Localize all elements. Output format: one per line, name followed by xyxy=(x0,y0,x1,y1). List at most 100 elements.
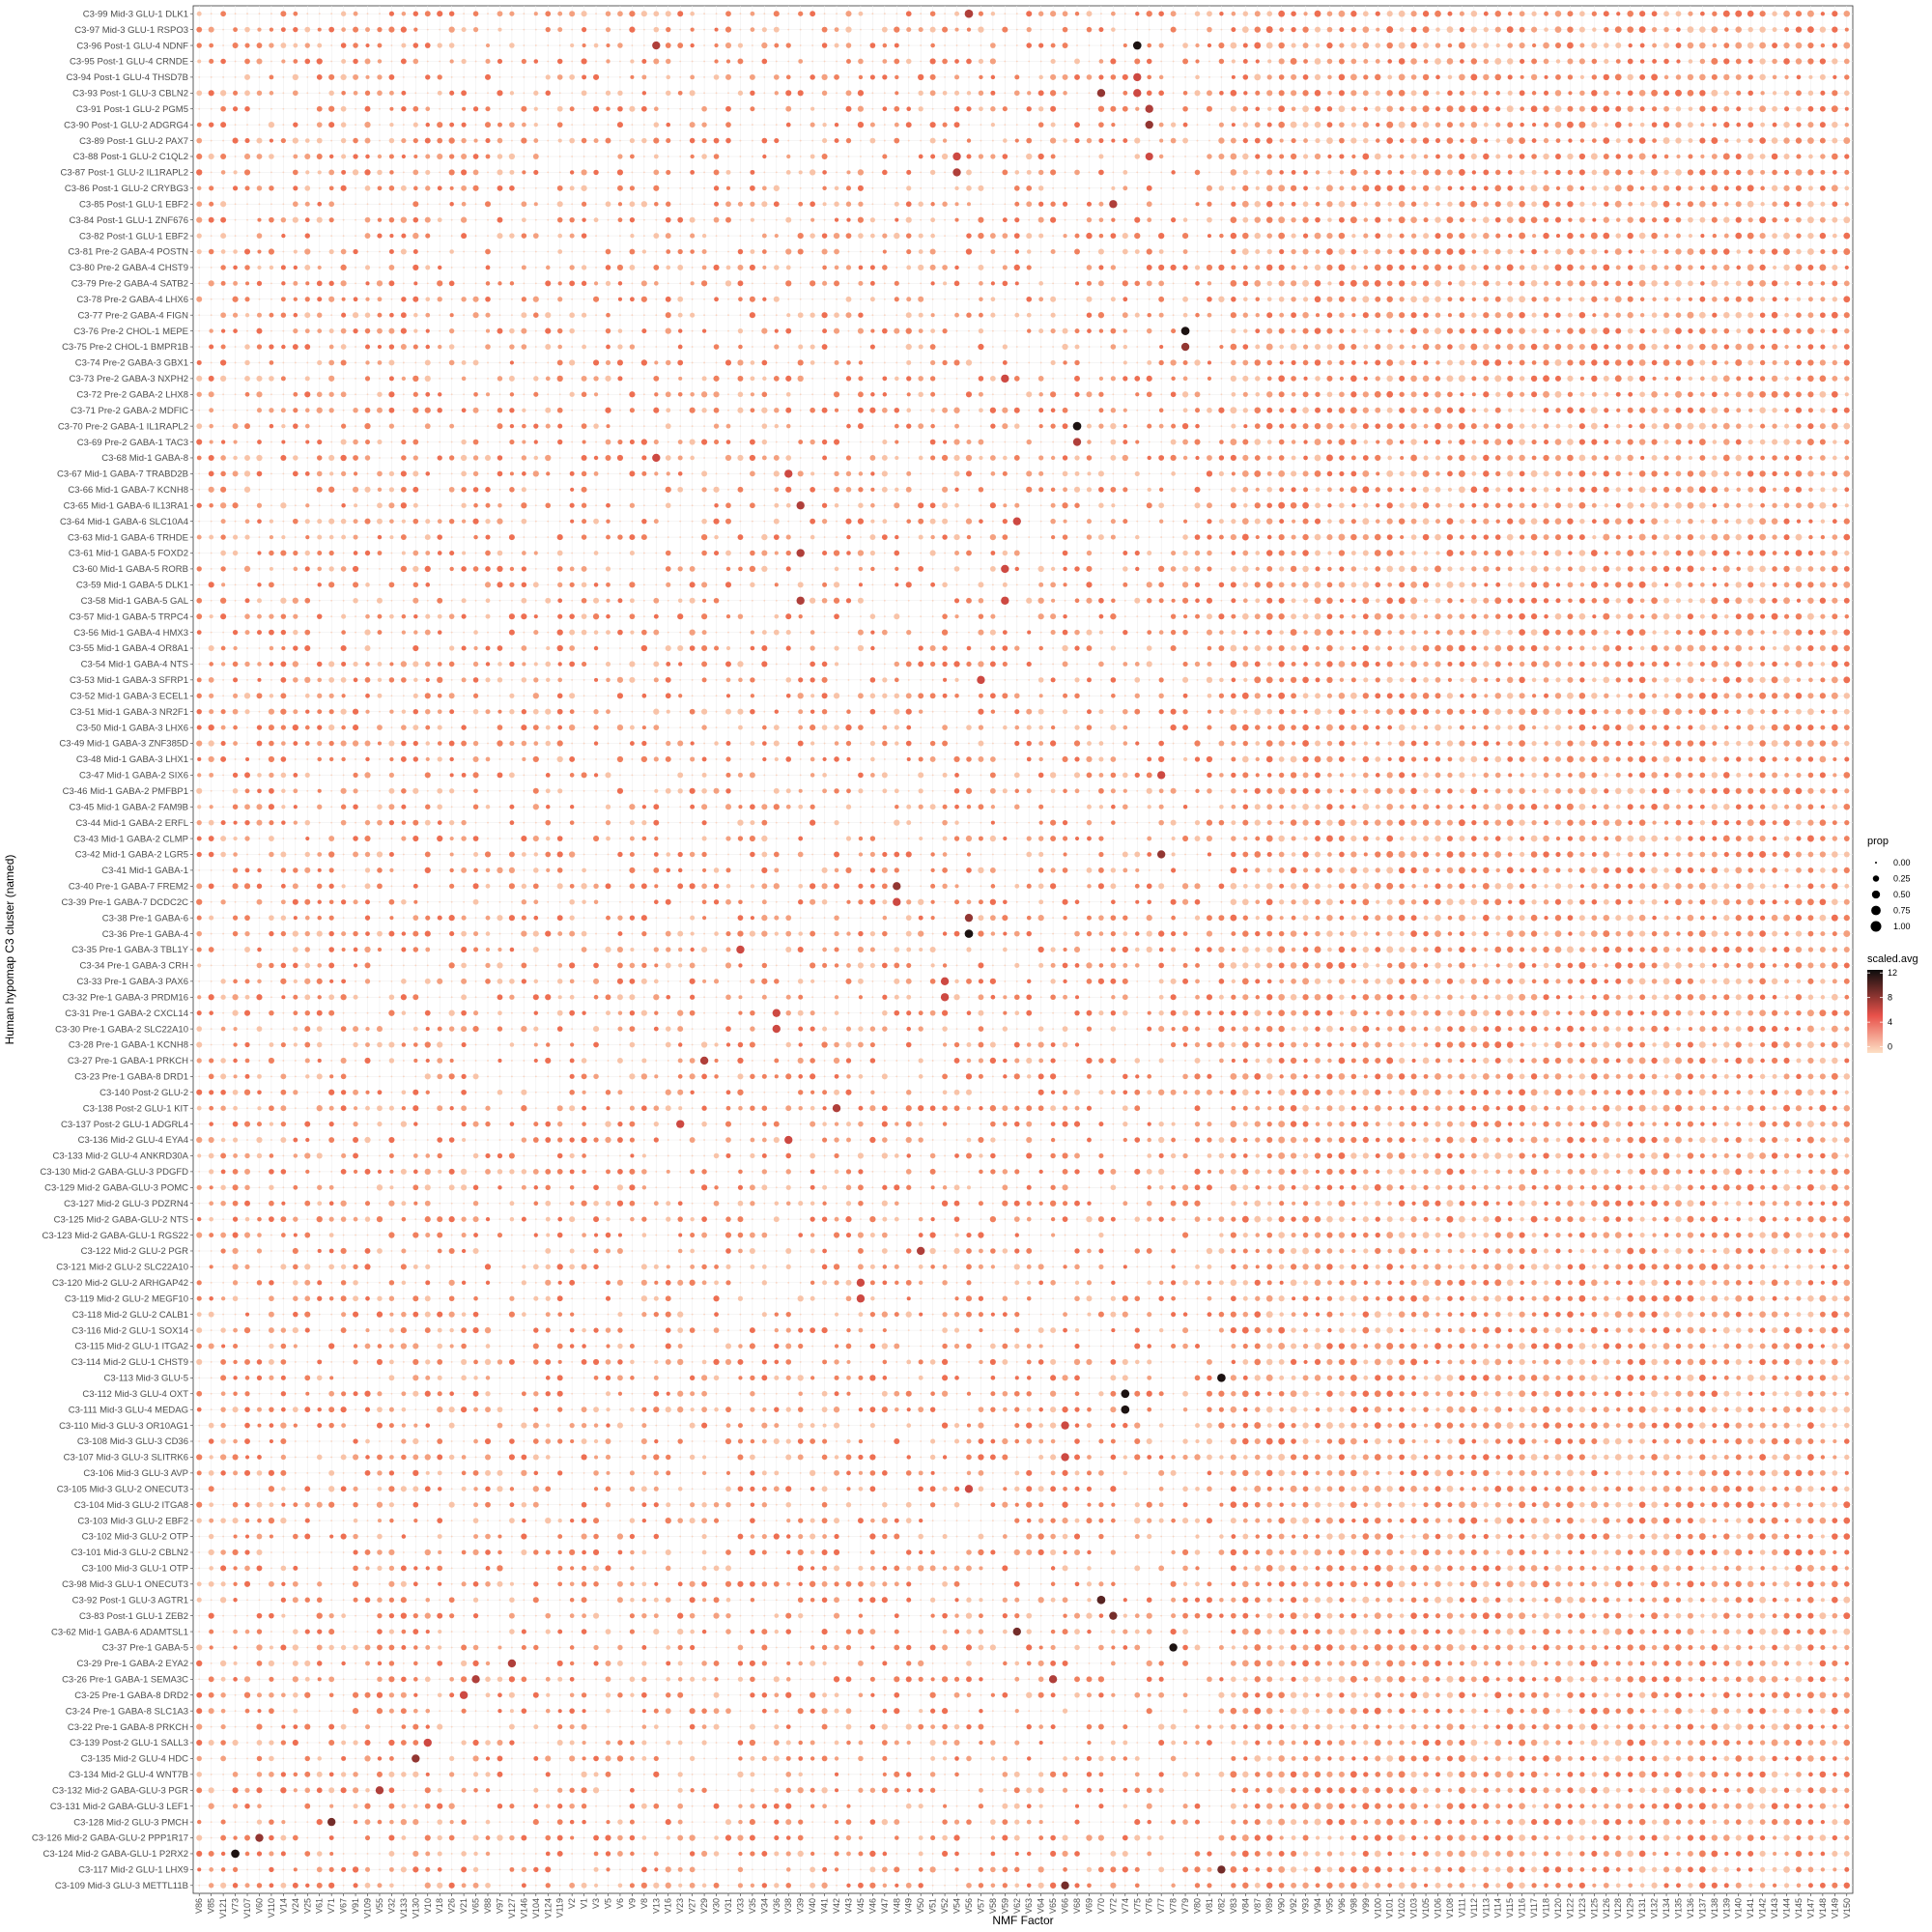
dot xyxy=(1423,233,1430,240)
dot xyxy=(1086,487,1093,493)
dot xyxy=(1326,264,1333,270)
dot xyxy=(1123,13,1126,15)
dot xyxy=(1052,186,1055,189)
dot xyxy=(1110,58,1117,65)
dot xyxy=(1291,328,1296,333)
dot xyxy=(220,153,227,159)
dot xyxy=(860,457,862,459)
dot xyxy=(773,296,780,302)
dot xyxy=(557,281,562,286)
dot xyxy=(1028,361,1031,364)
dot xyxy=(1519,327,1525,334)
dot xyxy=(1254,359,1261,366)
dot xyxy=(1784,423,1789,429)
dot xyxy=(1639,43,1645,48)
dot xyxy=(751,235,753,237)
dot xyxy=(738,297,743,302)
dot xyxy=(1265,216,1273,223)
dot xyxy=(1086,296,1093,302)
dot xyxy=(1615,470,1621,476)
dot xyxy=(1843,232,1851,240)
dot xyxy=(871,203,874,206)
dot xyxy=(1148,536,1151,538)
dot xyxy=(980,139,982,142)
dot xyxy=(1603,359,1609,366)
dot xyxy=(834,503,839,508)
dot xyxy=(1254,502,1261,509)
dot xyxy=(642,377,645,380)
dot xyxy=(1052,472,1055,475)
dot xyxy=(304,26,311,33)
dot xyxy=(1567,343,1574,351)
dot xyxy=(1604,344,1609,350)
dot xyxy=(1784,408,1789,412)
dot xyxy=(739,13,742,15)
dot xyxy=(653,407,660,413)
dot xyxy=(1242,232,1249,240)
dot xyxy=(1759,407,1766,413)
dot xyxy=(534,186,537,189)
dot xyxy=(316,74,323,80)
dot xyxy=(1291,233,1296,239)
dot xyxy=(1255,154,1261,159)
dot xyxy=(1700,281,1705,286)
dot xyxy=(763,472,766,475)
dot xyxy=(1663,470,1669,476)
dot xyxy=(1146,248,1152,255)
dot xyxy=(703,171,705,174)
dot xyxy=(1459,154,1465,159)
dot xyxy=(1028,425,1031,428)
dot xyxy=(1266,90,1273,97)
dot xyxy=(1026,27,1032,33)
dot xyxy=(1663,280,1669,287)
dot xyxy=(1508,408,1513,412)
dot xyxy=(1832,58,1838,65)
dot xyxy=(269,376,274,382)
dot xyxy=(821,90,828,96)
dot xyxy=(1435,486,1441,493)
dot xyxy=(270,203,272,206)
dot xyxy=(1326,454,1333,462)
dot xyxy=(1470,486,1478,494)
dot xyxy=(1160,203,1163,206)
dot xyxy=(593,217,599,223)
dot xyxy=(1350,422,1357,430)
dot xyxy=(558,267,561,269)
dot xyxy=(1339,137,1345,144)
dot xyxy=(1555,234,1561,239)
dot xyxy=(1207,201,1212,207)
dot xyxy=(1242,216,1249,223)
dot xyxy=(256,154,263,159)
dot xyxy=(1184,13,1186,15)
dot xyxy=(1652,154,1658,159)
dot xyxy=(968,75,970,78)
dot xyxy=(1772,359,1777,365)
dot xyxy=(1723,216,1730,223)
dot xyxy=(667,346,669,348)
dot xyxy=(556,105,563,112)
dot xyxy=(1050,408,1056,413)
dot xyxy=(1759,359,1766,366)
dot xyxy=(328,344,334,350)
dot xyxy=(1196,218,1199,221)
dot xyxy=(1158,74,1164,80)
dot xyxy=(1832,201,1838,208)
dot xyxy=(606,534,611,540)
dot xyxy=(1350,122,1356,128)
dot xyxy=(1230,216,1237,223)
dot xyxy=(882,407,888,413)
dot xyxy=(1735,232,1743,240)
dot xyxy=(821,344,828,350)
dot xyxy=(895,455,899,461)
dot xyxy=(799,44,802,46)
dot xyxy=(799,425,802,428)
dot xyxy=(1591,11,1597,16)
dot xyxy=(1638,264,1646,271)
dot xyxy=(1639,73,1646,80)
dot xyxy=(1278,455,1285,461)
dot xyxy=(198,488,201,491)
dot xyxy=(1554,121,1562,128)
dot xyxy=(629,185,636,191)
dot xyxy=(701,328,707,333)
dot xyxy=(990,106,996,112)
